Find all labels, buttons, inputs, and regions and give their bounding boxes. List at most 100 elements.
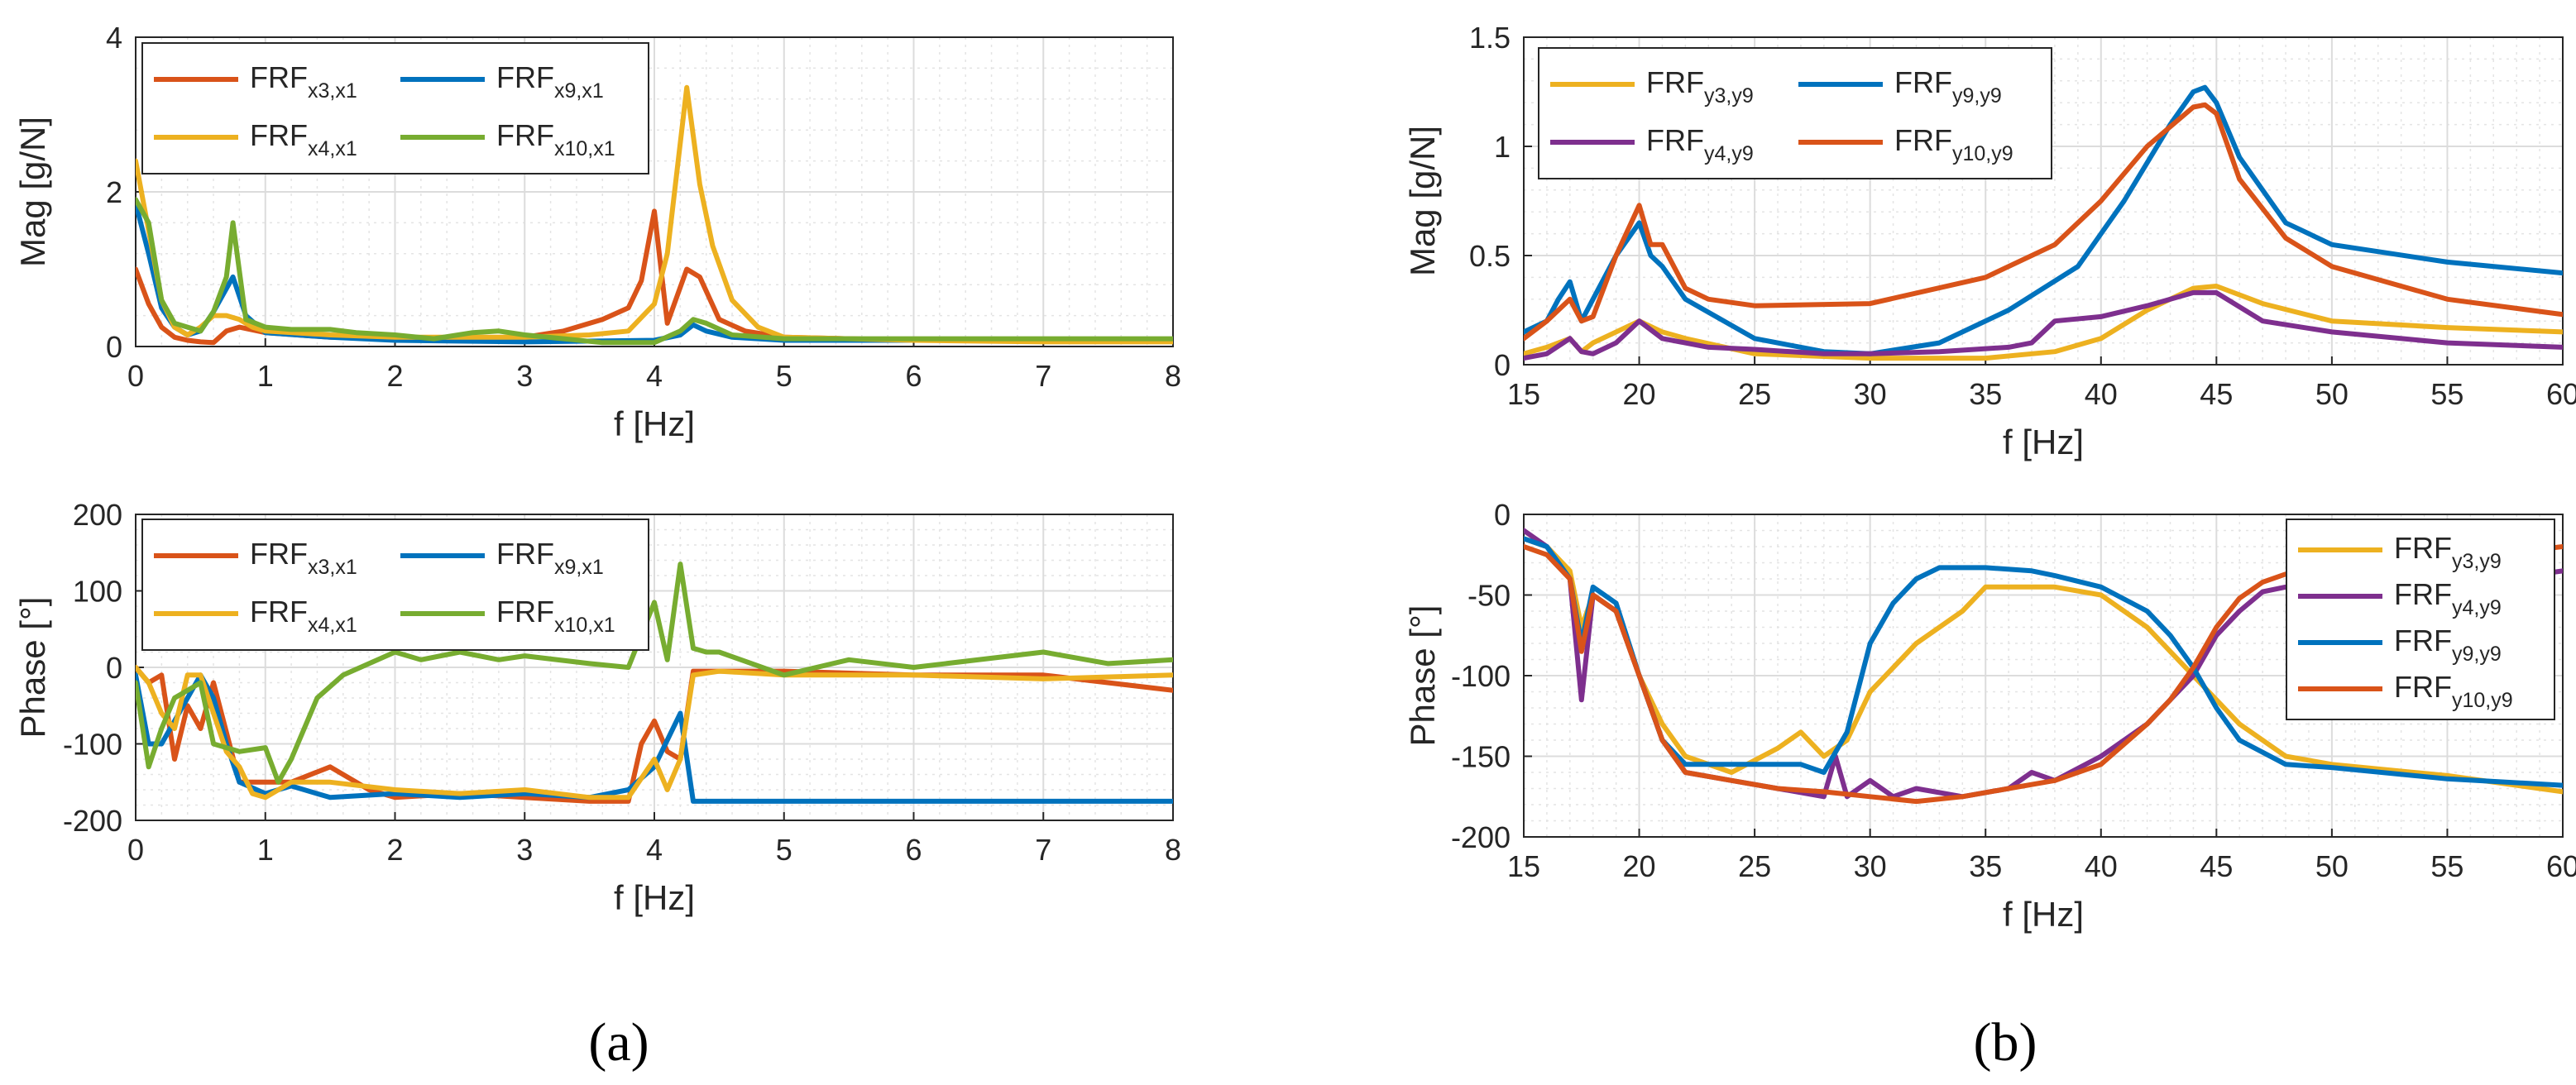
series-line-FRFx10,x1 — [136, 197, 1173, 346]
x-tick-label: 7 — [1035, 833, 1051, 867]
series-line-FRFx10,x1 — [136, 562, 1173, 785]
x-tick-label: 0 — [127, 833, 144, 867]
x-tick-label: 1 — [257, 359, 274, 393]
y-axis-label: Phase [°] — [1403, 605, 1442, 747]
x-tick-label: 35 — [1969, 377, 2002, 411]
legend-label: FRFy4,y9 — [2394, 577, 2502, 619]
x-tick-label: 8 — [1165, 359, 1181, 393]
y-axis-label: Phase [°] — [13, 597, 52, 738]
y-tick-label: -100 — [1451, 659, 1511, 693]
legend-label: FRFx4,x1 — [250, 595, 357, 637]
y-tick-label: 2 — [106, 175, 122, 209]
y-tick-label: -150 — [1451, 740, 1511, 774]
x-tick-label: 30 — [1854, 849, 1887, 883]
x-tick-label: 20 — [1623, 377, 1656, 411]
x-tick-label: 6 — [905, 359, 922, 393]
x-tick-label: 45 — [2200, 849, 2233, 883]
x-tick-label: 5 — [776, 833, 792, 867]
x-axis-label: f [Hz] — [2003, 895, 2084, 934]
x-axis-label: f [Hz] — [614, 404, 695, 443]
x-tick-label: 3 — [516, 359, 533, 393]
x-tick-label: 15 — [1507, 849, 1540, 883]
legend-label: FRFx9,x1 — [496, 60, 604, 103]
series-group — [1524, 84, 2563, 361]
legend-box — [1538, 47, 2052, 179]
x-tick-label: 7 — [1035, 359, 1051, 393]
y-tick-label: -200 — [63, 804, 122, 838]
x-tick-label: 40 — [2085, 377, 2118, 411]
series-line-FRFy9,y9 — [1524, 536, 2563, 788]
y-tick-label: 4 — [106, 21, 122, 55]
y-tick-label: 1 — [1494, 130, 1511, 164]
x-tick-label: 15 — [1507, 377, 1540, 411]
x-tick-label: 60 — [2546, 849, 2576, 883]
x-tick-label: 8 — [1165, 833, 1181, 867]
series-group — [136, 562, 1173, 804]
y-tick-label: 0 — [106, 651, 122, 685]
y-tick-label: 100 — [73, 575, 122, 609]
chart-a-phase: 0 1 2 3 4 5 6 7 8 -200 -100 0 100 200 f [Hz] Phase [°] F… — [13, 498, 1181, 917]
legend-label: FRFy3,y9 — [1646, 65, 1754, 108]
legend-label: FRFy3,y9 — [2394, 531, 2502, 573]
legend-box — [141, 519, 649, 651]
y-tick-label: 0 — [1494, 498, 1511, 532]
x-tick-label: 30 — [1854, 377, 1887, 411]
x-tick-label: 20 — [1623, 849, 1656, 883]
y-tick-label: -200 — [1451, 820, 1511, 854]
legend-label: FRFx4,x1 — [250, 118, 357, 160]
x-tick-label: 2 — [386, 833, 403, 867]
series-group — [1524, 528, 2563, 805]
x-tick-label: 55 — [2430, 377, 2463, 411]
legend-label: FRFy4,y9 — [1646, 123, 1754, 165]
series-line-FRFy10,y9 — [1524, 102, 2563, 342]
y-tick-label: 1.5 — [1469, 21, 1511, 55]
series-line-FRFx9,x1 — [136, 672, 1173, 804]
legend-box — [141, 42, 649, 174]
legend-label: FRFy9,y9 — [2394, 624, 2502, 666]
x-tick-label: 50 — [2315, 849, 2349, 883]
x-tick-label: 2 — [386, 359, 403, 393]
legend-label: FRFx3,x1 — [250, 60, 357, 103]
y-axis-label: Mag [g/N] — [13, 117, 52, 267]
x-tick-label: 1 — [257, 833, 274, 867]
x-tick-label: 40 — [2085, 849, 2118, 883]
legend-label: FRFy10,y9 — [1894, 123, 2013, 165]
chart-b-mag: 15 20 25 30 35 40 45 50 55 60 0 0.5 1 1.5 f [Hz] Mag [g… — [1403, 21, 2576, 461]
series-line-FRFy3,y9 — [1524, 284, 2563, 361]
y-tick-label: 200 — [73, 498, 122, 532]
legend-label: FRFx3,x1 — [250, 537, 357, 579]
y-tick-label: -100 — [63, 728, 122, 762]
x-tick-label: 25 — [1738, 849, 1771, 883]
x-tick-label: 4 — [646, 359, 663, 393]
x-tick-label: 45 — [2200, 377, 2233, 411]
y-tick-label: -50 — [1468, 579, 1511, 613]
legend-label: FRFx10,x1 — [496, 118, 615, 160]
legend-label: FRFx10,x1 — [496, 595, 615, 637]
legend-box — [2286, 519, 2555, 720]
x-tick-label: 5 — [776, 359, 792, 393]
y-tick-label: 0.5 — [1469, 239, 1511, 273]
x-axis-label: f [Hz] — [2003, 423, 2084, 461]
series-line-FRFx4,x1 — [136, 665, 1173, 801]
legend: FRFx3,x1 FRFx9,x1 FRFx4,x1 FRFx10,x1 — [141, 519, 649, 651]
y-tick-label: 0 — [106, 330, 122, 364]
x-tick-label: 0 — [127, 359, 144, 393]
legend: FRFx3,x1 FRFx9,x1 FRFx4,x1 FRFx10,x1 — [141, 42, 649, 174]
series-line-FRFy4,y9 — [1524, 289, 2563, 361]
legend: FRFy3,y9 FRFy9,y9 FRFy4,y9 FRFy10,y9 — [1538, 47, 2052, 179]
x-axis-label: f [Hz] — [614, 878, 695, 917]
x-tick-label: 6 — [905, 833, 922, 867]
x-tick-label: 55 — [2430, 849, 2463, 883]
x-tick-label: 35 — [1969, 849, 2002, 883]
chart-b-phase: 15 20 25 30 35 40 45 50 55 60 -200 -150 -100 -50 0 f [H… — [1403, 498, 2576, 934]
chart-a-mag: 0 1 2 3 4 5 6 7 8 0 2 4 f [Hz] Mag [g/N] FRFx3,x1 FRFx9… — [13, 21, 1181, 443]
panel-label-a: (a) — [588, 1012, 649, 1073]
series-line-FRFy10,y9 — [1524, 544, 2563, 805]
x-tick-label: 4 — [646, 833, 663, 867]
series-group — [136, 84, 1173, 346]
x-tick-label: 60 — [2546, 377, 2576, 411]
x-tick-label: 3 — [516, 833, 533, 867]
